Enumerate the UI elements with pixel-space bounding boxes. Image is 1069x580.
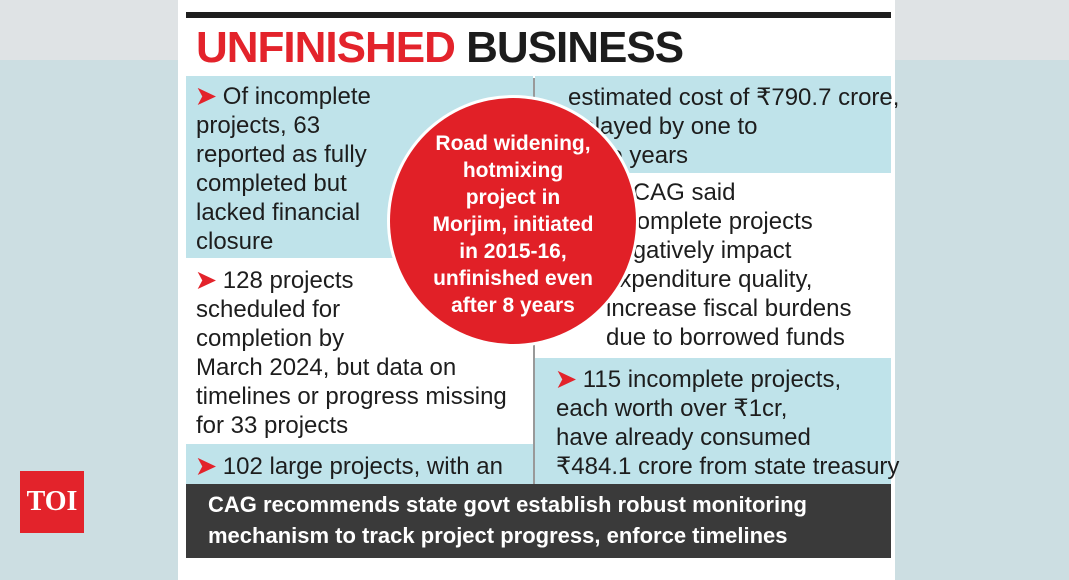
highlight-circle: [390, 98, 636, 344]
right-panel-3: [535, 358, 891, 484]
right-item-3: ➤ 115 incomplete projects, each worth ov…: [556, 365, 899, 481]
top-rule: [186, 12, 891, 18]
circle-text: Road widening, hotmixing project in Morj…: [432, 132, 594, 317]
left-item-1-text: Of incomplete projects, 63 reported as f…: [196, 83, 371, 255]
left-item-3: ➤ 102 large projects, with an: [196, 452, 503, 481]
left-panel-3: [186, 444, 533, 484]
right-item-1-text: estimated cost of ₹790.7 crore, delayed …: [568, 84, 900, 169]
arrow-icon: ➤: [556, 366, 577, 393]
right-item-2-text: CAG said incomplete projects negatively …: [606, 179, 852, 351]
footer-bar: [186, 484, 891, 558]
arrow-icon: ➤: [196, 83, 217, 110]
right-item-2: ➤ CAG said incomplete projects negativel…: [606, 178, 851, 352]
blurred-right-side: [895, 60, 1069, 580]
arrow-icon: ➤: [196, 267, 217, 294]
headline: UNFINISHED BUSINESS: [196, 22, 684, 74]
left-item-2-text: 128 projects scheduled for completion by…: [196, 267, 507, 439]
left-item-2: ➤ 128 projects scheduled for completion …: [196, 266, 507, 440]
right-item-1: estimated cost of ₹790.7 crore, delayed …: [568, 83, 899, 170]
headline-red: UNFINISHED: [196, 23, 456, 72]
right-item-3-text: 115 incomplete projects, each worth over…: [556, 366, 900, 480]
arrow-icon: ➤: [196, 453, 217, 480]
footer-text: CAG recommends state govt establish robu…: [208, 492, 807, 548]
toi-logo: TOI: [20, 471, 84, 533]
left-item-3-text: 102 large projects, with an: [222, 453, 503, 480]
headline-black: BUSINESS: [466, 23, 684, 72]
left-item-1: ➤ Of incomplete projects, 63 reported as…: [196, 82, 371, 256]
